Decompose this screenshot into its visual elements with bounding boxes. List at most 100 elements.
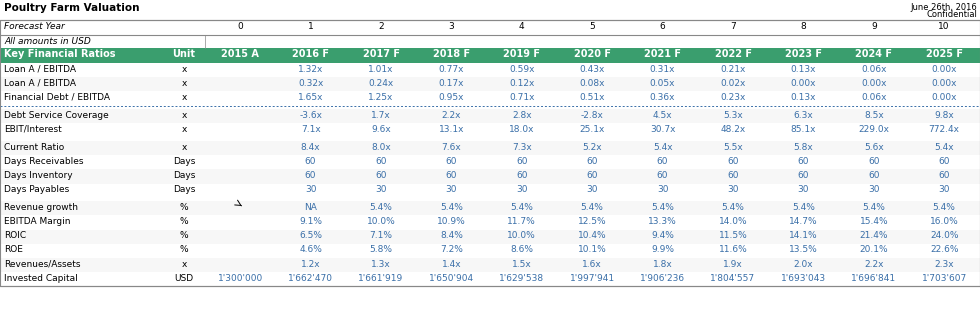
- Text: 14.1%: 14.1%: [789, 231, 817, 240]
- Text: 1.65x: 1.65x: [298, 93, 323, 102]
- Text: USD: USD: [174, 274, 194, 283]
- Text: %: %: [179, 203, 188, 212]
- Text: 0.05x: 0.05x: [650, 79, 675, 88]
- Text: 60: 60: [939, 157, 950, 166]
- Text: 60: 60: [939, 171, 950, 180]
- Text: %: %: [179, 245, 188, 254]
- Text: 9.8x: 9.8x: [934, 111, 955, 120]
- Text: Loan A / EBITDA: Loan A / EBITDA: [4, 79, 76, 88]
- Text: 60: 60: [375, 157, 387, 166]
- Text: 8.6%: 8.6%: [511, 245, 533, 254]
- Text: 5.4%: 5.4%: [721, 203, 745, 212]
- Text: ROIC: ROIC: [4, 231, 26, 240]
- Text: 60: 60: [516, 157, 527, 166]
- Text: %: %: [179, 217, 188, 226]
- Text: 22.6%: 22.6%: [930, 245, 958, 254]
- Bar: [0, 215, 980, 230]
- Text: Invested Capital: Invested Capital: [4, 274, 77, 283]
- Text: Revenues/Assets: Revenues/Assets: [4, 260, 80, 268]
- Text: 0.95x: 0.95x: [439, 93, 465, 102]
- Text: x: x: [181, 260, 186, 268]
- Text: 2020 F: 2020 F: [573, 49, 611, 59]
- Text: 0.13x: 0.13x: [791, 93, 816, 102]
- Bar: [0, 155, 980, 169]
- Text: 4: 4: [519, 22, 524, 31]
- Bar: [0, 201, 980, 215]
- Text: 30: 30: [586, 185, 598, 194]
- Text: 2.2x: 2.2x: [442, 111, 462, 120]
- Text: 0.00x: 0.00x: [861, 79, 887, 88]
- Text: 9.6x: 9.6x: [371, 125, 391, 134]
- Bar: [0, 123, 980, 138]
- Text: 25.1x: 25.1x: [579, 125, 605, 134]
- Text: 1'300'000: 1'300'000: [218, 274, 263, 283]
- Text: 2018 F: 2018 F: [433, 49, 470, 59]
- Text: 9.9%: 9.9%: [651, 245, 674, 254]
- Text: 2016 F: 2016 F: [292, 49, 329, 59]
- Text: 7.1%: 7.1%: [369, 231, 393, 240]
- Text: 60: 60: [798, 171, 809, 180]
- Text: Forecast Year: Forecast Year: [4, 22, 65, 31]
- Text: x: x: [181, 79, 186, 88]
- Text: 48.2x: 48.2x: [720, 125, 746, 134]
- Text: 2022 F: 2022 F: [714, 49, 752, 59]
- Text: 1'650'904: 1'650'904: [429, 274, 474, 283]
- Text: 7: 7: [730, 22, 736, 31]
- Text: 6.3x: 6.3x: [794, 111, 813, 120]
- Text: 13.3%: 13.3%: [648, 217, 677, 226]
- Text: 20.1%: 20.1%: [859, 245, 888, 254]
- Bar: [0, 244, 980, 258]
- Text: 60: 60: [798, 157, 809, 166]
- Text: 60: 60: [446, 157, 457, 166]
- Text: 1'662'470: 1'662'470: [288, 274, 333, 283]
- Text: 2.2x: 2.2x: [864, 260, 884, 268]
- Text: -2.8x: -2.8x: [581, 111, 604, 120]
- Text: Unit: Unit: [172, 49, 195, 59]
- Text: 60: 60: [657, 171, 668, 180]
- Bar: [0, 184, 980, 198]
- Text: 9.4%: 9.4%: [651, 231, 674, 240]
- Text: 2023 F: 2023 F: [785, 49, 822, 59]
- Text: 2: 2: [378, 22, 384, 31]
- Text: 2024 F: 2024 F: [856, 49, 893, 59]
- Text: Confidential: Confidential: [926, 10, 977, 19]
- Text: 2.8x: 2.8x: [512, 111, 531, 120]
- Text: 0.13x: 0.13x: [791, 65, 816, 74]
- Text: 8.4%: 8.4%: [440, 231, 463, 240]
- Text: 60: 60: [305, 171, 317, 180]
- Text: 1'661'919: 1'661'919: [359, 274, 404, 283]
- Text: 8.5x: 8.5x: [864, 111, 884, 120]
- Text: 0.59x: 0.59x: [509, 65, 534, 74]
- Text: 24.0%: 24.0%: [930, 231, 958, 240]
- Bar: [0, 77, 980, 92]
- Text: ROE: ROE: [4, 245, 23, 254]
- Text: 1'703'607: 1'703'607: [921, 274, 967, 283]
- Text: 60: 60: [657, 157, 668, 166]
- Text: 3: 3: [449, 22, 455, 31]
- Text: 13.1x: 13.1x: [439, 125, 465, 134]
- Text: 60: 60: [586, 171, 598, 180]
- Text: 0.21x: 0.21x: [720, 65, 746, 74]
- Bar: [0, 272, 980, 286]
- Text: All amounts in USD: All amounts in USD: [4, 37, 91, 46]
- Text: 2025 F: 2025 F: [926, 49, 962, 59]
- Bar: [0, 109, 980, 123]
- Bar: [0, 230, 980, 244]
- Text: 1.2x: 1.2x: [301, 260, 320, 268]
- Text: 60: 60: [868, 157, 880, 166]
- Text: 18.0x: 18.0x: [509, 125, 534, 134]
- Text: 60: 60: [446, 171, 457, 180]
- Text: 0.06x: 0.06x: [861, 65, 887, 74]
- Text: 1'804'557: 1'804'557: [710, 274, 756, 283]
- Text: 0.77x: 0.77x: [439, 65, 465, 74]
- Text: 5: 5: [589, 22, 595, 31]
- Text: 5.4x: 5.4x: [653, 142, 672, 151]
- Text: Days Payables: Days Payables: [4, 185, 70, 194]
- Text: 10.0%: 10.0%: [367, 217, 395, 226]
- Text: 8: 8: [801, 22, 807, 31]
- Text: 14.7%: 14.7%: [789, 217, 817, 226]
- Text: 0.31x: 0.31x: [650, 65, 675, 74]
- Text: 0.00x: 0.00x: [931, 65, 956, 74]
- Text: x: x: [181, 65, 186, 74]
- Text: 30: 30: [868, 185, 880, 194]
